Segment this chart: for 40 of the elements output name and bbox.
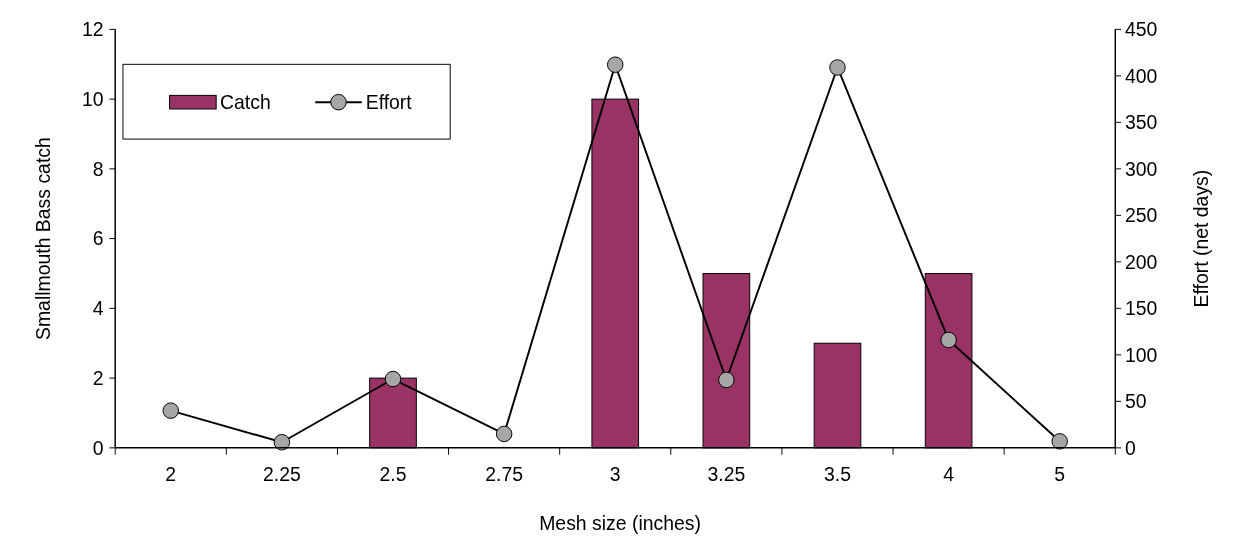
y-tick-label: 2 <box>92 366 104 389</box>
point <box>829 59 846 76</box>
x-tick-label: 2.5 <box>379 462 407 485</box>
x-tick-label: 4 <box>943 462 955 485</box>
y2-tick-label: 250 <box>1125 204 1158 227</box>
x-tick-label: 2.75 <box>485 462 524 485</box>
y2-tick-label: 400 <box>1125 64 1158 87</box>
legend-label: Effort <box>365 90 413 113</box>
legend-label: Catch <box>220 90 271 113</box>
x-axis-title: Mesh size (inches) <box>539 512 701 535</box>
y2-tick-label: 450 <box>1125 18 1158 41</box>
x-tick-label: 2 <box>165 462 177 485</box>
point <box>495 425 513 443</box>
point <box>384 370 402 388</box>
point <box>162 402 180 419</box>
x-tick-label: 5 <box>1054 462 1066 485</box>
y-tick-label: 6 <box>92 227 104 250</box>
y-tick-label: 4 <box>92 297 104 320</box>
y2-tick-label: 50 <box>1125 390 1147 413</box>
x-tick-label: 3.25 <box>707 462 746 485</box>
point <box>606 56 624 73</box>
point <box>940 331 957 349</box>
y2-axis-title: Effort (net days) <box>1189 169 1212 308</box>
y2-tick-label: 100 <box>1125 343 1158 366</box>
y2-tick-label: 0 <box>1125 436 1136 459</box>
y-tick-label: 0 <box>92 436 104 459</box>
point <box>718 371 735 389</box>
y2-tick-label: 350 <box>1125 111 1158 134</box>
y2-tick-label: 150 <box>1125 297 1158 320</box>
x-tick-label: 3.5 <box>824 462 851 485</box>
x-tick-label: 3 <box>609 462 621 485</box>
x-tick-label: 2.25 <box>262 462 301 485</box>
y-tick-label: 10 <box>81 87 104 110</box>
y-axis-title: Smallmouth Bass catch <box>32 137 55 340</box>
point <box>1051 433 1068 450</box>
y2-tick-label: 300 <box>1125 157 1158 180</box>
point <box>273 434 291 451</box>
y2-tick-label: 200 <box>1125 250 1158 273</box>
y-tick-label: 8 <box>92 157 104 180</box>
y-tick-label: 12 <box>81 18 104 41</box>
